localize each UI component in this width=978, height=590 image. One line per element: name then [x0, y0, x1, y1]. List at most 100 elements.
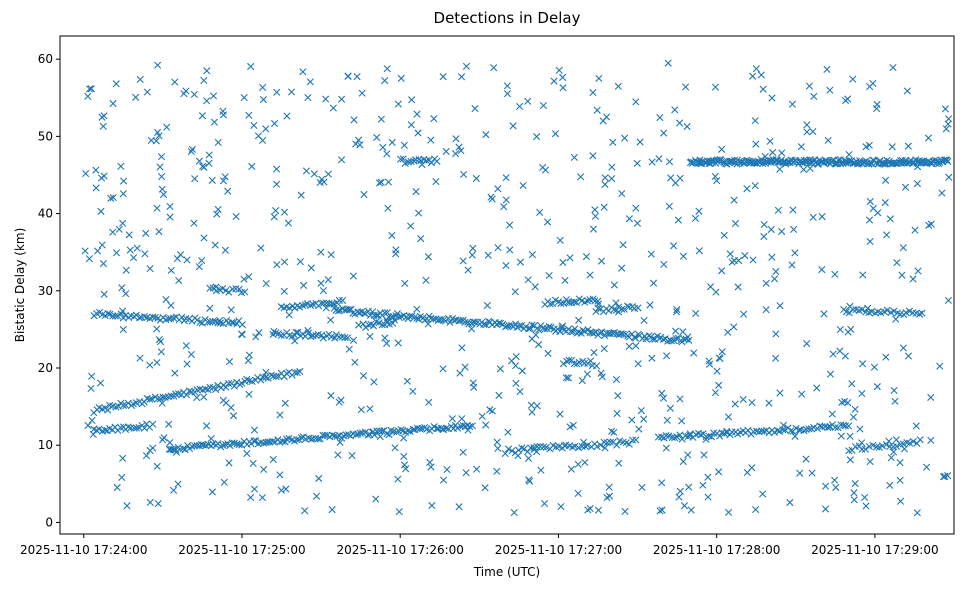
data-point [791, 249, 799, 257]
data-point [672, 308, 681, 316]
data-point [212, 385, 220, 394]
data-point [372, 495, 380, 503]
data-point [865, 216, 874, 224]
data-point [373, 133, 381, 142]
data-point [157, 153, 166, 161]
data-point [862, 143, 870, 151]
data-point [891, 397, 899, 405]
data-point [260, 465, 268, 474]
data-point [349, 336, 358, 344]
data-point [625, 440, 633, 448]
data-point [844, 328, 852, 336]
data-point [388, 138, 396, 146]
data-point [95, 425, 103, 433]
data-point [864, 304, 872, 312]
data-point [571, 442, 579, 450]
data-point [788, 261, 796, 269]
data-point [580, 359, 588, 368]
data-point [659, 335, 668, 344]
data-point [599, 117, 607, 125]
data-point [166, 213, 174, 221]
data-point [414, 129, 422, 137]
data-point [203, 97, 211, 105]
data-point [272, 180, 281, 188]
data-point [315, 474, 323, 483]
data-point [185, 387, 194, 395]
data-point [545, 323, 553, 331]
data-point [107, 194, 115, 202]
data-point [187, 350, 195, 359]
data-point [494, 244, 502, 252]
data-point [118, 473, 126, 482]
data-point [169, 486, 178, 494]
data-point [146, 395, 154, 403]
data-point [712, 288, 720, 296]
data-point [858, 389, 866, 398]
data-point [613, 409, 621, 418]
data-point [606, 438, 615, 446]
data-point [533, 133, 541, 141]
data-point [594, 300, 603, 308]
data-point [471, 318, 479, 326]
data-point [458, 415, 466, 423]
data-point [471, 104, 479, 113]
data-point [214, 138, 222, 146]
data-point [813, 384, 821, 392]
data-point [861, 445, 869, 453]
data-point [581, 442, 589, 450]
data-point [762, 279, 770, 287]
data-point [154, 128, 162, 136]
data-point [578, 442, 586, 451]
data-point [136, 354, 144, 362]
data-point [82, 169, 90, 178]
data-point [534, 341, 543, 349]
data-point [304, 93, 312, 102]
data-point [601, 180, 609, 189]
data-point [336, 438, 344, 446]
data-point [296, 258, 304, 266]
data-point [155, 228, 163, 236]
data-point [207, 434, 215, 443]
data-point [866, 237, 874, 245]
data-point [618, 189, 626, 198]
data-point [245, 273, 253, 281]
data-point [395, 508, 403, 516]
data-point [115, 225, 123, 233]
data-point [621, 507, 629, 516]
data-point [324, 170, 332, 178]
data-point [352, 140, 360, 148]
data-point [598, 373, 606, 381]
data-point [153, 325, 161, 333]
data-point [448, 415, 457, 423]
data-point [480, 320, 488, 328]
data-point [100, 290, 108, 298]
data-point [662, 431, 670, 440]
data-point [502, 262, 510, 270]
data-point [615, 308, 623, 316]
data-point [844, 95, 852, 103]
data-point [628, 436, 637, 444]
data-point [889, 63, 897, 72]
data-point [200, 234, 208, 242]
data-point [923, 463, 931, 471]
data-point [836, 325, 844, 334]
data-point [625, 215, 633, 223]
y-axis-label: Bistatic Delay (km) [13, 228, 27, 343]
data-point [219, 396, 227, 404]
data-point [457, 147, 465, 155]
data-point [345, 345, 353, 353]
data-point [728, 258, 736, 266]
data-point [483, 301, 491, 310]
data-point [119, 401, 127, 409]
data-point [269, 437, 277, 446]
data-point [846, 302, 854, 310]
data-point [540, 499, 549, 508]
data-point [146, 361, 154, 369]
data-point [422, 276, 430, 284]
data-point [803, 128, 811, 136]
data-point [676, 395, 684, 403]
data-point [759, 490, 767, 498]
data-point [649, 279, 658, 287]
data-point [883, 231, 891, 239]
data-point [273, 88, 281, 96]
